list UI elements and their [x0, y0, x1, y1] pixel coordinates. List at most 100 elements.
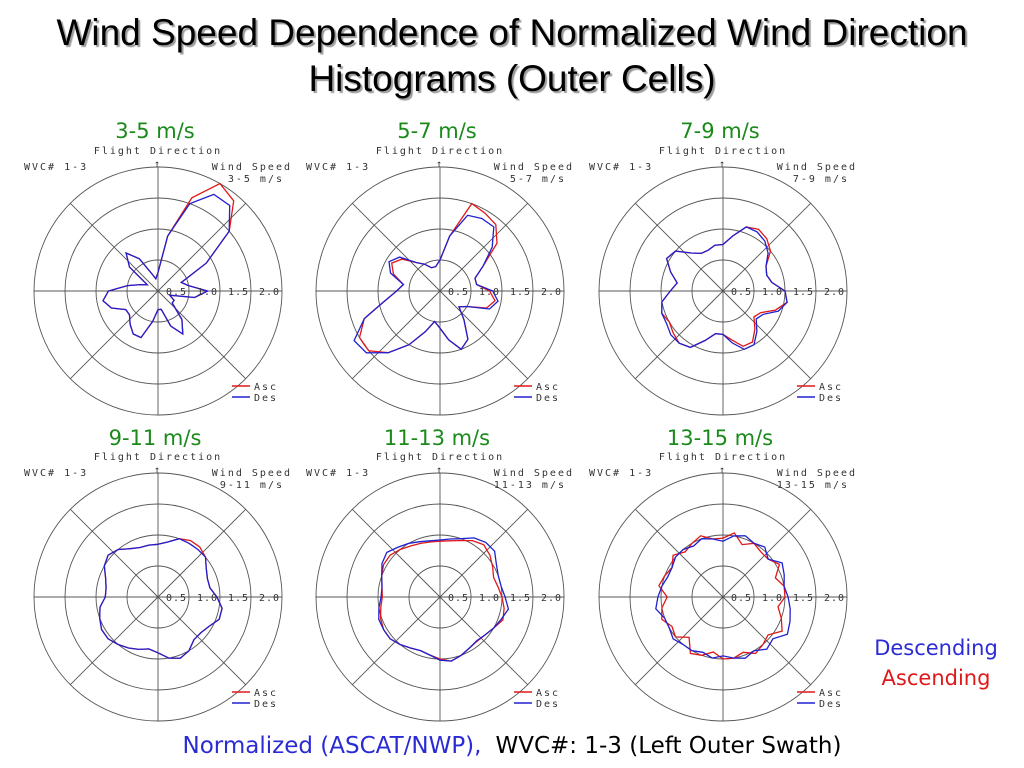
series-line-des: [378, 537, 510, 662]
r-tick-label: 1.0: [479, 287, 500, 298]
grid-spoke: [70, 509, 159, 598]
polar-data: [99, 538, 223, 659]
polar-chart-2: 0.5 1.0 1.5 2.0 Flight Direction ↑ WVC# 1-3 Win…: [304, 141, 604, 431]
panel-heading-1: 3-5 m/s: [115, 119, 195, 143]
series-line-des: [661, 226, 788, 351]
footer-wvc: WVC#: 1-3 (Left Outer Swath): [495, 733, 842, 759]
r-tick-label: 2.0: [259, 287, 280, 298]
footer-normalized: Normalized (ASCAT/NWP),: [182, 733, 482, 759]
wvc-label: WVC# 1-3: [24, 162, 88, 173]
r-tick-label: 2.0: [259, 593, 280, 604]
panel-heading-2: 5-7 m/s: [397, 119, 477, 143]
r-tick-label: 1.5: [228, 287, 249, 298]
grid-spoke: [352, 509, 441, 598]
polar-grid: [33, 166, 283, 416]
flight-direction-arrow: ↑: [154, 465, 162, 476]
grid-spoke: [722, 596, 811, 685]
legend-label-des: Des: [819, 699, 843, 710]
flight-direction-label: Flight Direction: [376, 146, 504, 157]
polar-chart-6: 0.5 1.0 1.5 2.0 Flight Direction ↑ WVC# 1-3 Win…: [587, 447, 887, 737]
series-line-des: [99, 538, 223, 659]
series-line-asc: [379, 539, 505, 662]
wvc-label: WVC# 1-3: [24, 468, 88, 479]
r-tick-label: 0.5: [448, 287, 469, 298]
grid-spoke: [439, 203, 528, 292]
legend-descending: Descending: [874, 636, 998, 660]
panel-heading-4: 9-11 m/s: [108, 426, 202, 450]
polar-grid: [315, 166, 565, 416]
legend-label-asc: Asc: [819, 688, 843, 699]
legend-label-asc: Asc: [254, 382, 278, 393]
r-tick-label: 0.5: [448, 593, 469, 604]
polar-chart-4: 0.5 1.0 1.5 2.0 Flight Direction ↑ WVC# 1-3 Win…: [22, 447, 322, 737]
r-tick-label: 2.0: [541, 593, 562, 604]
wind-speed-label: Wind Speed: [212, 162, 292, 173]
wvc-label: WVC# 1-3: [589, 468, 653, 479]
grid-spoke: [635, 290, 724, 379]
grid-spoke: [439, 509, 528, 598]
legend-label-des: Des: [536, 699, 560, 710]
r-tick-label: 0.5: [166, 287, 187, 298]
slide-title: Wind Speed Dependence of Normalized Wind…: [0, 10, 1024, 102]
polar-data: [353, 202, 499, 354]
series-group: [661, 226, 788, 351]
polar-chart-3: 0.5 1.0 1.5 2.0 Flight Direction ↑ WVC# 1-3 Win…: [587, 141, 887, 431]
polar-data: [102, 182, 235, 339]
r-tick-label: 2.0: [824, 593, 845, 604]
wvc-label: WVC# 1-3: [306, 468, 370, 479]
flight-direction-label: Flight Direction: [94, 452, 222, 463]
r-tick-label: 1.5: [793, 593, 814, 604]
legend-label-asc: Asc: [536, 688, 560, 699]
slide-title-line1: Wind Speed Dependence of Normalized Wind…: [56, 12, 968, 53]
series-group: [353, 202, 499, 354]
wind-speed-label: Wind Speed: [777, 162, 857, 173]
polar-chart-4-svg: 0.5 1.0 1.5 2.0 Flight Direction ↑ WVC# 1-3 Win…: [24, 452, 292, 722]
flight-direction-label: Flight Direction: [659, 452, 787, 463]
flight-direction-arrow: ↑: [436, 465, 444, 476]
grid-spoke: [70, 203, 159, 292]
r-tick-label: 1.0: [479, 593, 500, 604]
panel-heading-6: 13-15 m/s: [666, 426, 774, 450]
polar-grid: [598, 166, 848, 416]
flight-direction-arrow: ↑: [719, 465, 727, 476]
r-tick-label: 0.5: [166, 593, 187, 604]
polar-chart-5: 0.5 1.0 1.5 2.0 Flight Direction ↑ WVC# 1-3 Win…: [304, 447, 604, 737]
grid-spoke: [352, 596, 441, 685]
legend-label-des: Des: [254, 393, 278, 404]
wvc-label: WVC# 1-3: [589, 162, 653, 173]
wind-speed-value: 5-7 m/s: [510, 174, 566, 185]
flight-direction-arrow: ↑: [436, 159, 444, 170]
grid-spoke: [439, 596, 528, 685]
series-line-des: [655, 535, 791, 659]
slide-footer: Normalized (ASCAT/NWP), WVC#: 1-3 (Left O…: [0, 730, 1024, 762]
series-group: [99, 538, 223, 659]
r-tick-label: 1.5: [228, 593, 249, 604]
flight-direction-label: Flight Direction: [94, 146, 222, 157]
flight-direction-arrow: ↑: [719, 159, 727, 170]
grid-spoke: [157, 596, 246, 685]
wind-speed-label: Wind Speed: [212, 468, 292, 479]
polar-chart-6-svg: 0.5 1.0 1.5 2.0 Flight Direction ↑ WVC# 1-3 Win…: [589, 452, 857, 722]
legend-label-des: Des: [819, 393, 843, 404]
wvc-label: WVC# 1-3: [306, 162, 370, 173]
r-tick-label: 2.0: [541, 287, 562, 298]
wind-speed-value: 7-9 m/s: [793, 174, 849, 185]
r-tick-label: 2.0: [824, 287, 845, 298]
polar-chart-1: 0.5 1.0 1.5 2.0 Flight Direction ↑ WVC# 1-3 Win…: [22, 141, 322, 431]
r-tick-label: 1.0: [197, 593, 218, 604]
panel-heading-5: 11-13 m/s: [383, 426, 491, 450]
grid-spoke: [70, 290, 159, 379]
polar-grid: [33, 472, 283, 722]
series-group: [378, 537, 510, 662]
polar-data: [378, 537, 510, 662]
r-tick-label: 1.5: [510, 287, 531, 298]
polar-chart-1-svg: 0.5 1.0 1.5 2.0 Flight Direction ↑ WVC# 1-3 Win…: [24, 146, 292, 416]
series-line-asc: [102, 182, 235, 339]
wind-speed-label: Wind Speed: [777, 468, 857, 479]
r-tick-label: 1.0: [197, 287, 218, 298]
